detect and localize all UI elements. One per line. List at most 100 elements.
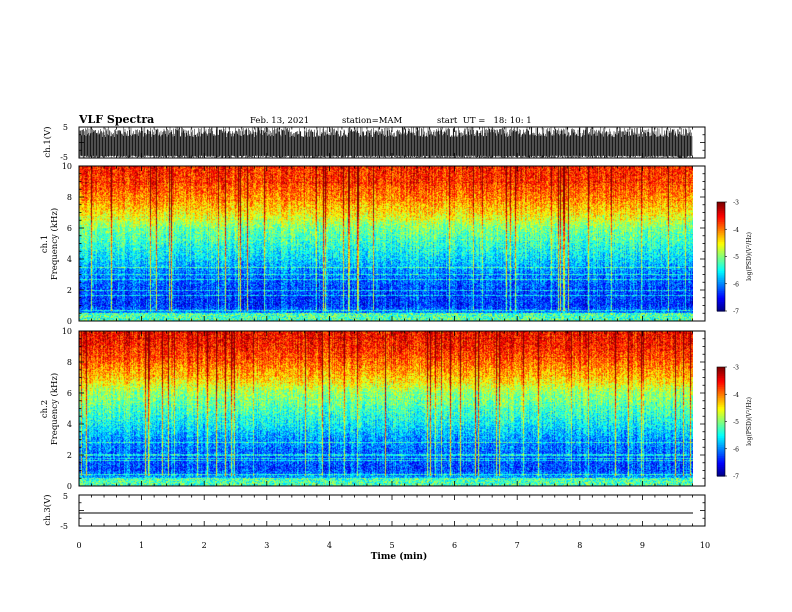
ch1-waveform-line — [79, 127, 693, 158]
colorbar-segment — [717, 430, 725, 433]
colorbar-segment — [717, 426, 725, 430]
colorbar-segment — [717, 261, 725, 265]
colorbar-segment — [717, 441, 725, 444]
ch1-ytick-top: 5 — [63, 123, 68, 132]
date-label: Feb. 13, 2021 — [250, 116, 309, 126]
colorbar-segment — [717, 450, 725, 453]
ch1-channel-label: ch.1 — [40, 235, 50, 253]
colorbar-segment — [717, 368, 725, 372]
x-tick-label: 3 — [264, 541, 269, 550]
x-tick-label: 0 — [76, 541, 81, 550]
colorbar-segment — [717, 445, 725, 448]
colorbar-segment — [717, 216, 725, 219]
colorbar-segment — [717, 463, 725, 466]
colorbar-segment — [717, 466, 725, 470]
colorbar-segment — [717, 209, 725, 212]
colorbar-segment — [717, 300, 725, 303]
x-tick-label: 6 — [452, 541, 457, 550]
colorbar-segment — [717, 272, 725, 276]
colorbar-segment — [717, 207, 725, 210]
x-tick-label: 10 — [700, 541, 710, 550]
colorbar-segment — [717, 417, 725, 421]
ch3-waveform-ylabel: ch.3(V) — [42, 494, 53, 525]
colorbar-segment — [717, 218, 725, 221]
colorbar-segment — [717, 454, 725, 457]
colorbar-segment — [717, 305, 725, 308]
station-label: station=MAM — [342, 116, 403, 126]
ch2-spectrogram-ticks — [78, 330, 706, 487]
colorbar-segment — [717, 247, 725, 250]
colorbar-segment — [717, 370, 725, 374]
colorbar-segment — [717, 434, 725, 437]
colorbar-segment — [717, 252, 725, 256]
ch2-spectrogram-image — [79, 331, 693, 486]
colorbar-segment — [717, 298, 725, 301]
ch3-waveform-ticks — [78, 494, 706, 527]
ch3-ytick-bottom: -5 — [60, 522, 68, 531]
frequency-tick-label: 8 — [67, 193, 72, 202]
colorbar-segment — [717, 437, 725, 441]
colorbar-segment — [717, 267, 725, 270]
ch1-ytick-bottom: -5 — [60, 153, 68, 162]
colorbar-segment — [717, 294, 725, 298]
colorbar-segment — [717, 446, 725, 450]
ch1-frequency-tick-labels: 0 2 4 6 8 10 — [62, 162, 72, 326]
colorbar-segment — [717, 251, 725, 254]
colorbar-segment — [717, 229, 725, 232]
ch2-colorbar: -3 -4 -5 -6 -7 log(PSD)(V²/Hz) — [716, 365, 753, 481]
colorbar-segment — [717, 220, 725, 223]
colorbar-segment — [717, 205, 725, 209]
colorbar-segment — [717, 236, 725, 239]
colorbar-segment — [717, 436, 725, 439]
ch1-spectrogram-image — [79, 166, 693, 321]
frequency-tick-label: 6 — [67, 389, 72, 398]
colorbar-segment — [717, 394, 725, 397]
colorbar-segment — [717, 383, 725, 386]
colorbar-segment — [717, 470, 725, 473]
colorbar-segment — [717, 254, 725, 258]
colorbar-segment — [717, 221, 725, 225]
frequency-tick-label: 0 — [67, 482, 72, 491]
ch1-spectrogram-panel: 0 2 4 6 8 10 ch.1 Frequency (kHz) — [40, 162, 706, 326]
colorbar-segment — [717, 376, 725, 379]
colorbar-segment — [717, 231, 725, 234]
colorbar-segment — [717, 432, 725, 435]
x-tick-label: 9 — [640, 541, 645, 550]
colorbar-segment — [717, 301, 725, 305]
frequency-tick-label: 2 — [67, 451, 72, 460]
colorbar-segment — [717, 465, 725, 468]
colorbar-segment — [717, 245, 725, 249]
colorbar-segment — [717, 397, 725, 401]
frequency-tick-label: 10 — [62, 162, 72, 171]
colorbar-tick-label: -7 — [733, 474, 739, 481]
x-tick-label: 7 — [515, 541, 520, 550]
colorbar-segment — [717, 381, 725, 384]
colorbar-segment — [717, 227, 725, 230]
colorbar-segment — [717, 211, 725, 214]
colorbar-segment — [717, 307, 725, 310]
colorbar-segment — [717, 223, 725, 227]
ch3-ytick-top: 5 — [63, 492, 68, 501]
colorbar-segment — [717, 271, 725, 274]
colorbar-segment — [717, 443, 725, 446]
colorbar-segment — [717, 281, 725, 285]
colorbar-segment — [717, 423, 725, 426]
colorbar-segment — [717, 263, 725, 267]
colorbar-segment — [717, 439, 725, 443]
colorbar-segment — [717, 303, 725, 307]
colorbar-segment — [717, 379, 725, 383]
colorbar-segment — [717, 296, 725, 299]
ch1-waveform-trace — [79, 127, 693, 158]
colorbar-segment — [717, 289, 725, 292]
colorbar-segment — [717, 265, 725, 268]
colorbar-segment — [717, 456, 725, 459]
colorbar-segment — [717, 203, 725, 207]
colorbar-segment — [717, 238, 725, 241]
colorbar-label: log(PSD)(V²/Hz) — [746, 397, 753, 446]
colorbar-segment — [717, 374, 725, 377]
ch2-channel-label: ch.2 — [40, 400, 50, 418]
time-axis-label: Time (min) — [371, 551, 428, 562]
colorbar-segment — [717, 392, 725, 395]
colorbar-segment — [717, 292, 725, 296]
